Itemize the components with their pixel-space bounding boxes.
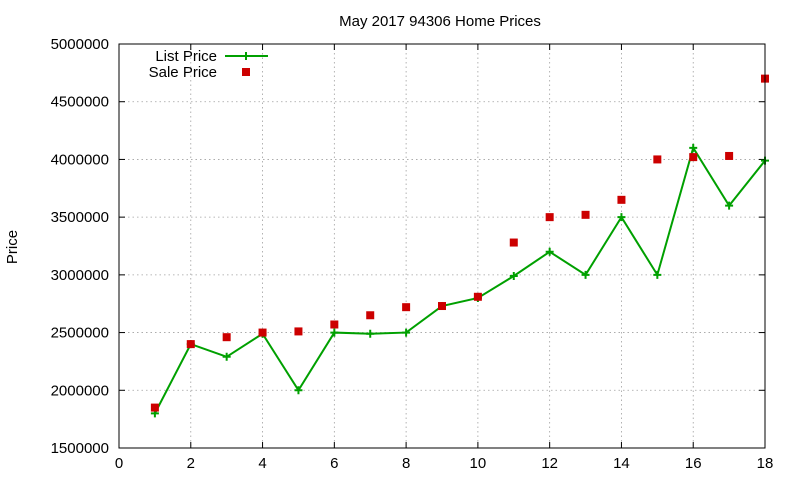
sale-price-point xyxy=(223,333,231,341)
y-tick-label: 2000000 xyxy=(51,382,109,399)
sale-price-point xyxy=(474,293,482,301)
y-tick-label: 3500000 xyxy=(51,209,109,226)
list-price-line xyxy=(155,148,765,413)
sale-price-point xyxy=(330,320,338,328)
grid-lines xyxy=(119,44,765,448)
legend-marker-sale-price xyxy=(242,68,250,76)
sale-price-point xyxy=(582,211,590,219)
x-tick-label: 0 xyxy=(115,455,123,472)
x-tick-label: 8 xyxy=(402,455,410,472)
x-tick-label: 10 xyxy=(470,455,487,472)
series-layer xyxy=(151,75,769,418)
x-tick-label: 6 xyxy=(330,455,338,472)
sale-price-point xyxy=(617,196,625,204)
sale-price-point xyxy=(725,152,733,160)
y-tick-label: 4500000 xyxy=(51,94,109,111)
x-tick-label: 16 xyxy=(685,455,702,472)
y-tick-label: 5000000 xyxy=(51,36,109,53)
sale-price-point xyxy=(689,153,697,161)
sale-price-point xyxy=(259,329,267,337)
x-tick-label: 4 xyxy=(258,455,266,472)
x-tick-label: 14 xyxy=(613,455,630,472)
legend: List Price Sale Price xyxy=(149,48,268,81)
y-tick-label: 4000000 xyxy=(51,151,109,168)
legend-label-sale-price: Sale Price xyxy=(149,64,217,81)
y-tick-label: 3000000 xyxy=(51,267,109,284)
list-price-point xyxy=(366,330,374,338)
x-tick-label: 18 xyxy=(757,455,774,472)
sale-price-point xyxy=(546,213,554,221)
sale-price-point xyxy=(151,404,159,412)
sale-price-point xyxy=(366,311,374,319)
plot-frame xyxy=(119,44,765,448)
y-tick-label: 1500000 xyxy=(51,440,109,457)
legend-marker-list-price xyxy=(242,52,250,60)
y-axis-label: Price xyxy=(4,230,21,264)
x-tick-label: 2 xyxy=(187,455,195,472)
sale-price-point xyxy=(653,155,661,163)
legend-label-list-price: List Price xyxy=(155,48,217,65)
y-tick-label: 2500000 xyxy=(51,325,109,342)
x-tick-label: 12 xyxy=(541,455,558,472)
sale-price-point xyxy=(294,327,302,335)
sale-price-point xyxy=(438,302,446,310)
chart-title: May 2017 94306 Home Prices xyxy=(339,13,541,30)
sale-price-point xyxy=(510,239,518,247)
sale-price-point xyxy=(402,303,410,311)
sale-price-point xyxy=(187,340,195,348)
